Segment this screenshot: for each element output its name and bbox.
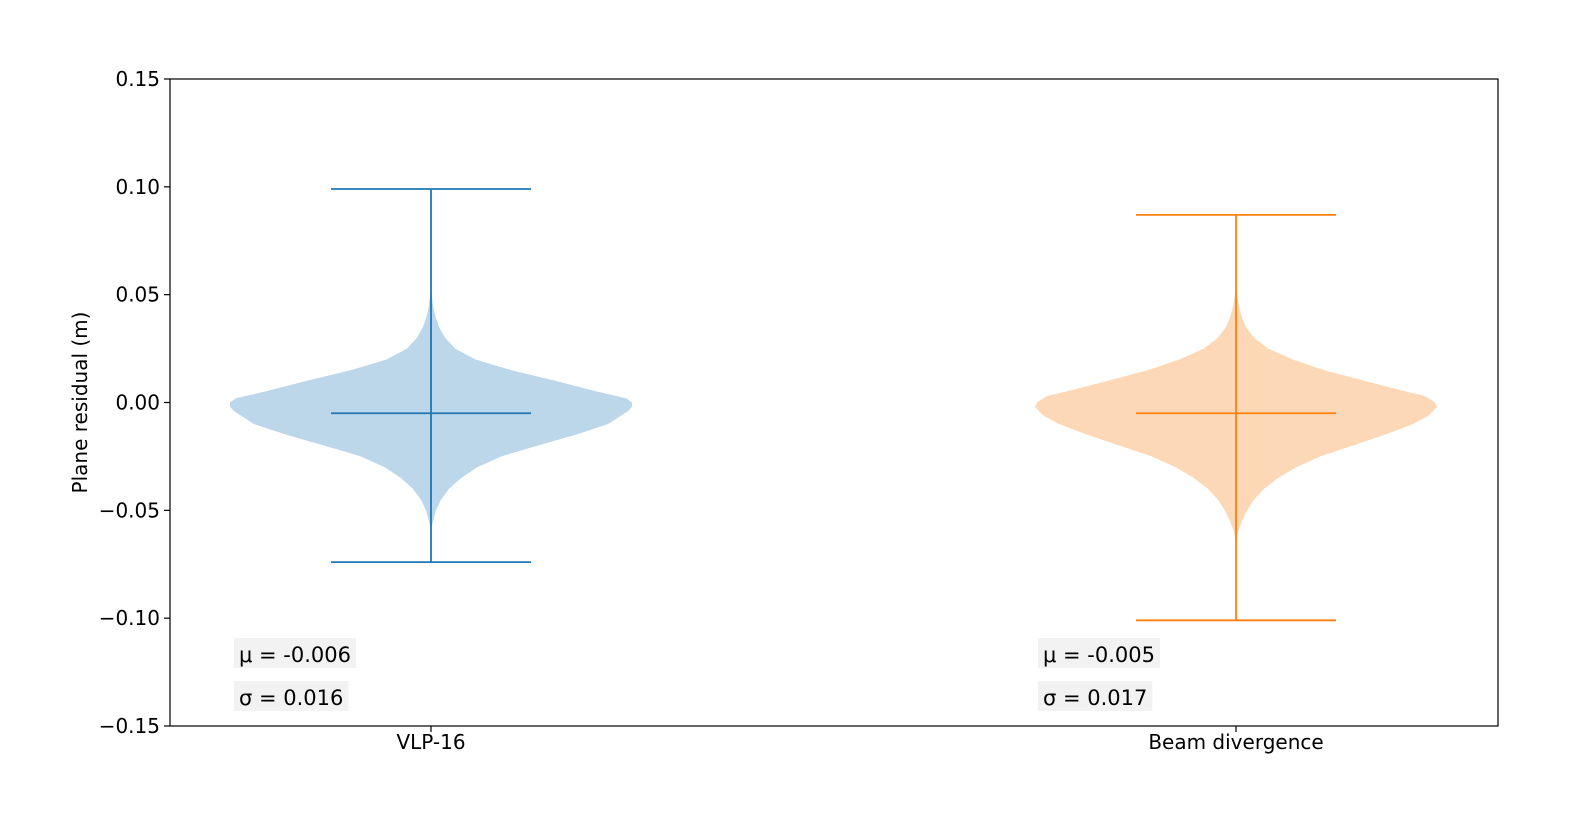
x-tick-label: VLP-16	[396, 730, 465, 754]
y-tick-label: −0.10	[99, 606, 160, 630]
y-tick-label: 0.05	[115, 283, 160, 307]
stat-annotations: μ = -0.006 σ = 0.016 μ = -0.005 σ = 0.017	[234, 638, 1160, 711]
y-tick-label: −0.15	[99, 714, 160, 738]
y-axis-label: Plane residual (m)	[68, 312, 92, 494]
stat-sigma-label: σ = 0.017	[1043, 686, 1147, 710]
y-axis: −0.15 −0.10 −0.05 0.00 0.05 0.10 0.15	[99, 67, 170, 738]
x-axis: VLP-16 Beam divergence	[396, 726, 1324, 754]
stat-box	[1038, 681, 1153, 711]
y-tick-label: 0.00	[115, 391, 160, 415]
stat-box	[234, 638, 356, 668]
stat-box	[234, 681, 349, 711]
violin-beam-divergence	[1035, 213, 1437, 622]
y-tick-label: −0.05	[99, 498, 160, 522]
y-tick-label: 0.15	[115, 67, 160, 91]
stat-mu-label: μ = -0.006	[239, 643, 351, 667]
x-tick-label: Beam divergence	[1148, 730, 1323, 754]
stat-box	[1038, 638, 1160, 668]
y-tick-label: 0.10	[115, 175, 160, 199]
stat-mu-label: μ = -0.005	[1043, 643, 1155, 667]
stat-sigma-label: σ = 0.016	[239, 686, 343, 710]
plot-area	[230, 188, 1437, 622]
violin-vlp-16	[230, 188, 632, 563]
